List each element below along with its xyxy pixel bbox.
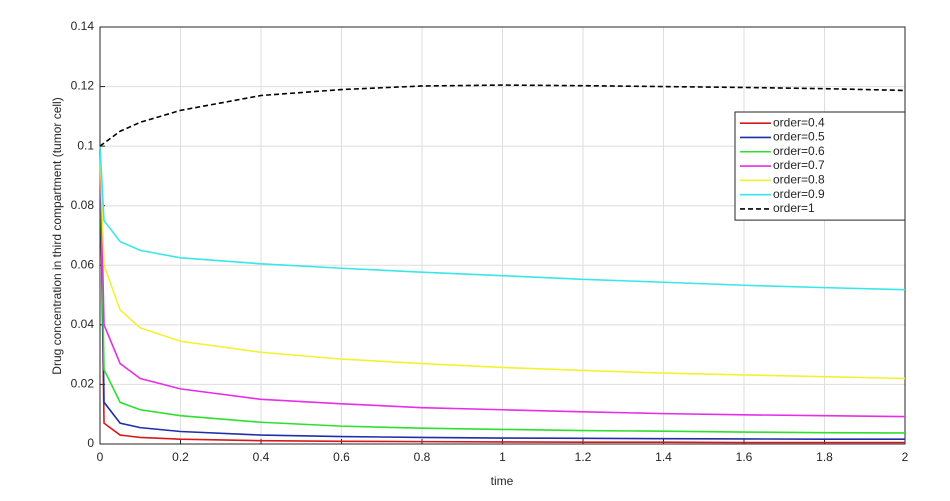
series-line	[99, 146, 905, 444]
x-tick-label: 0.2	[172, 450, 189, 464]
series-line	[99, 146, 905, 441]
series-line	[99, 146, 906, 434]
x-axis-label: time	[491, 474, 514, 488]
y-tick-label: 0.02	[71, 377, 95, 391]
y-tick-label: 0.06	[71, 257, 95, 271]
legend-label: order=0.5	[773, 130, 825, 144]
x-tick-label: 0	[97, 450, 104, 464]
x-tick-label: 1	[499, 450, 506, 464]
y-tick-label: 0.1	[77, 138, 94, 152]
legend-label: order=0.7	[773, 158, 825, 172]
x-tick-label: 1.6	[736, 450, 753, 464]
y-tick-label: 0	[87, 436, 94, 450]
series-line	[99, 146, 906, 418]
x-tick-label: 1.8	[816, 450, 833, 464]
y-axis-label: Drug concentration in third compartment …	[50, 97, 64, 374]
series-line	[99, 146, 906, 380]
x-tick-label: 0.8	[414, 450, 431, 464]
legend-label: order=1	[773, 201, 815, 215]
x-tick-label: 1.2	[575, 450, 592, 464]
legend-label: order=0.4	[773, 115, 825, 129]
x-tick-label: 2	[902, 450, 909, 464]
plot-frame	[99, 26, 906, 445]
x-tick-label: 0.6	[333, 450, 350, 464]
series-line	[99, 84, 906, 147]
legend-label: order=0.8	[773, 173, 825, 187]
y-tick-label: 0.04	[71, 317, 95, 331]
legend-label: order=0.6	[773, 144, 825, 158]
y-tick-label: 0.12	[71, 79, 95, 93]
series-line	[99, 146, 906, 291]
legend-label: order=0.9	[773, 187, 825, 201]
y-tick-label: 0.14	[71, 19, 95, 33]
y-tick-label: 0.08	[71, 198, 95, 212]
x-tick-label: 0.4	[253, 450, 270, 464]
x-tick-label: 1.4	[655, 450, 672, 464]
